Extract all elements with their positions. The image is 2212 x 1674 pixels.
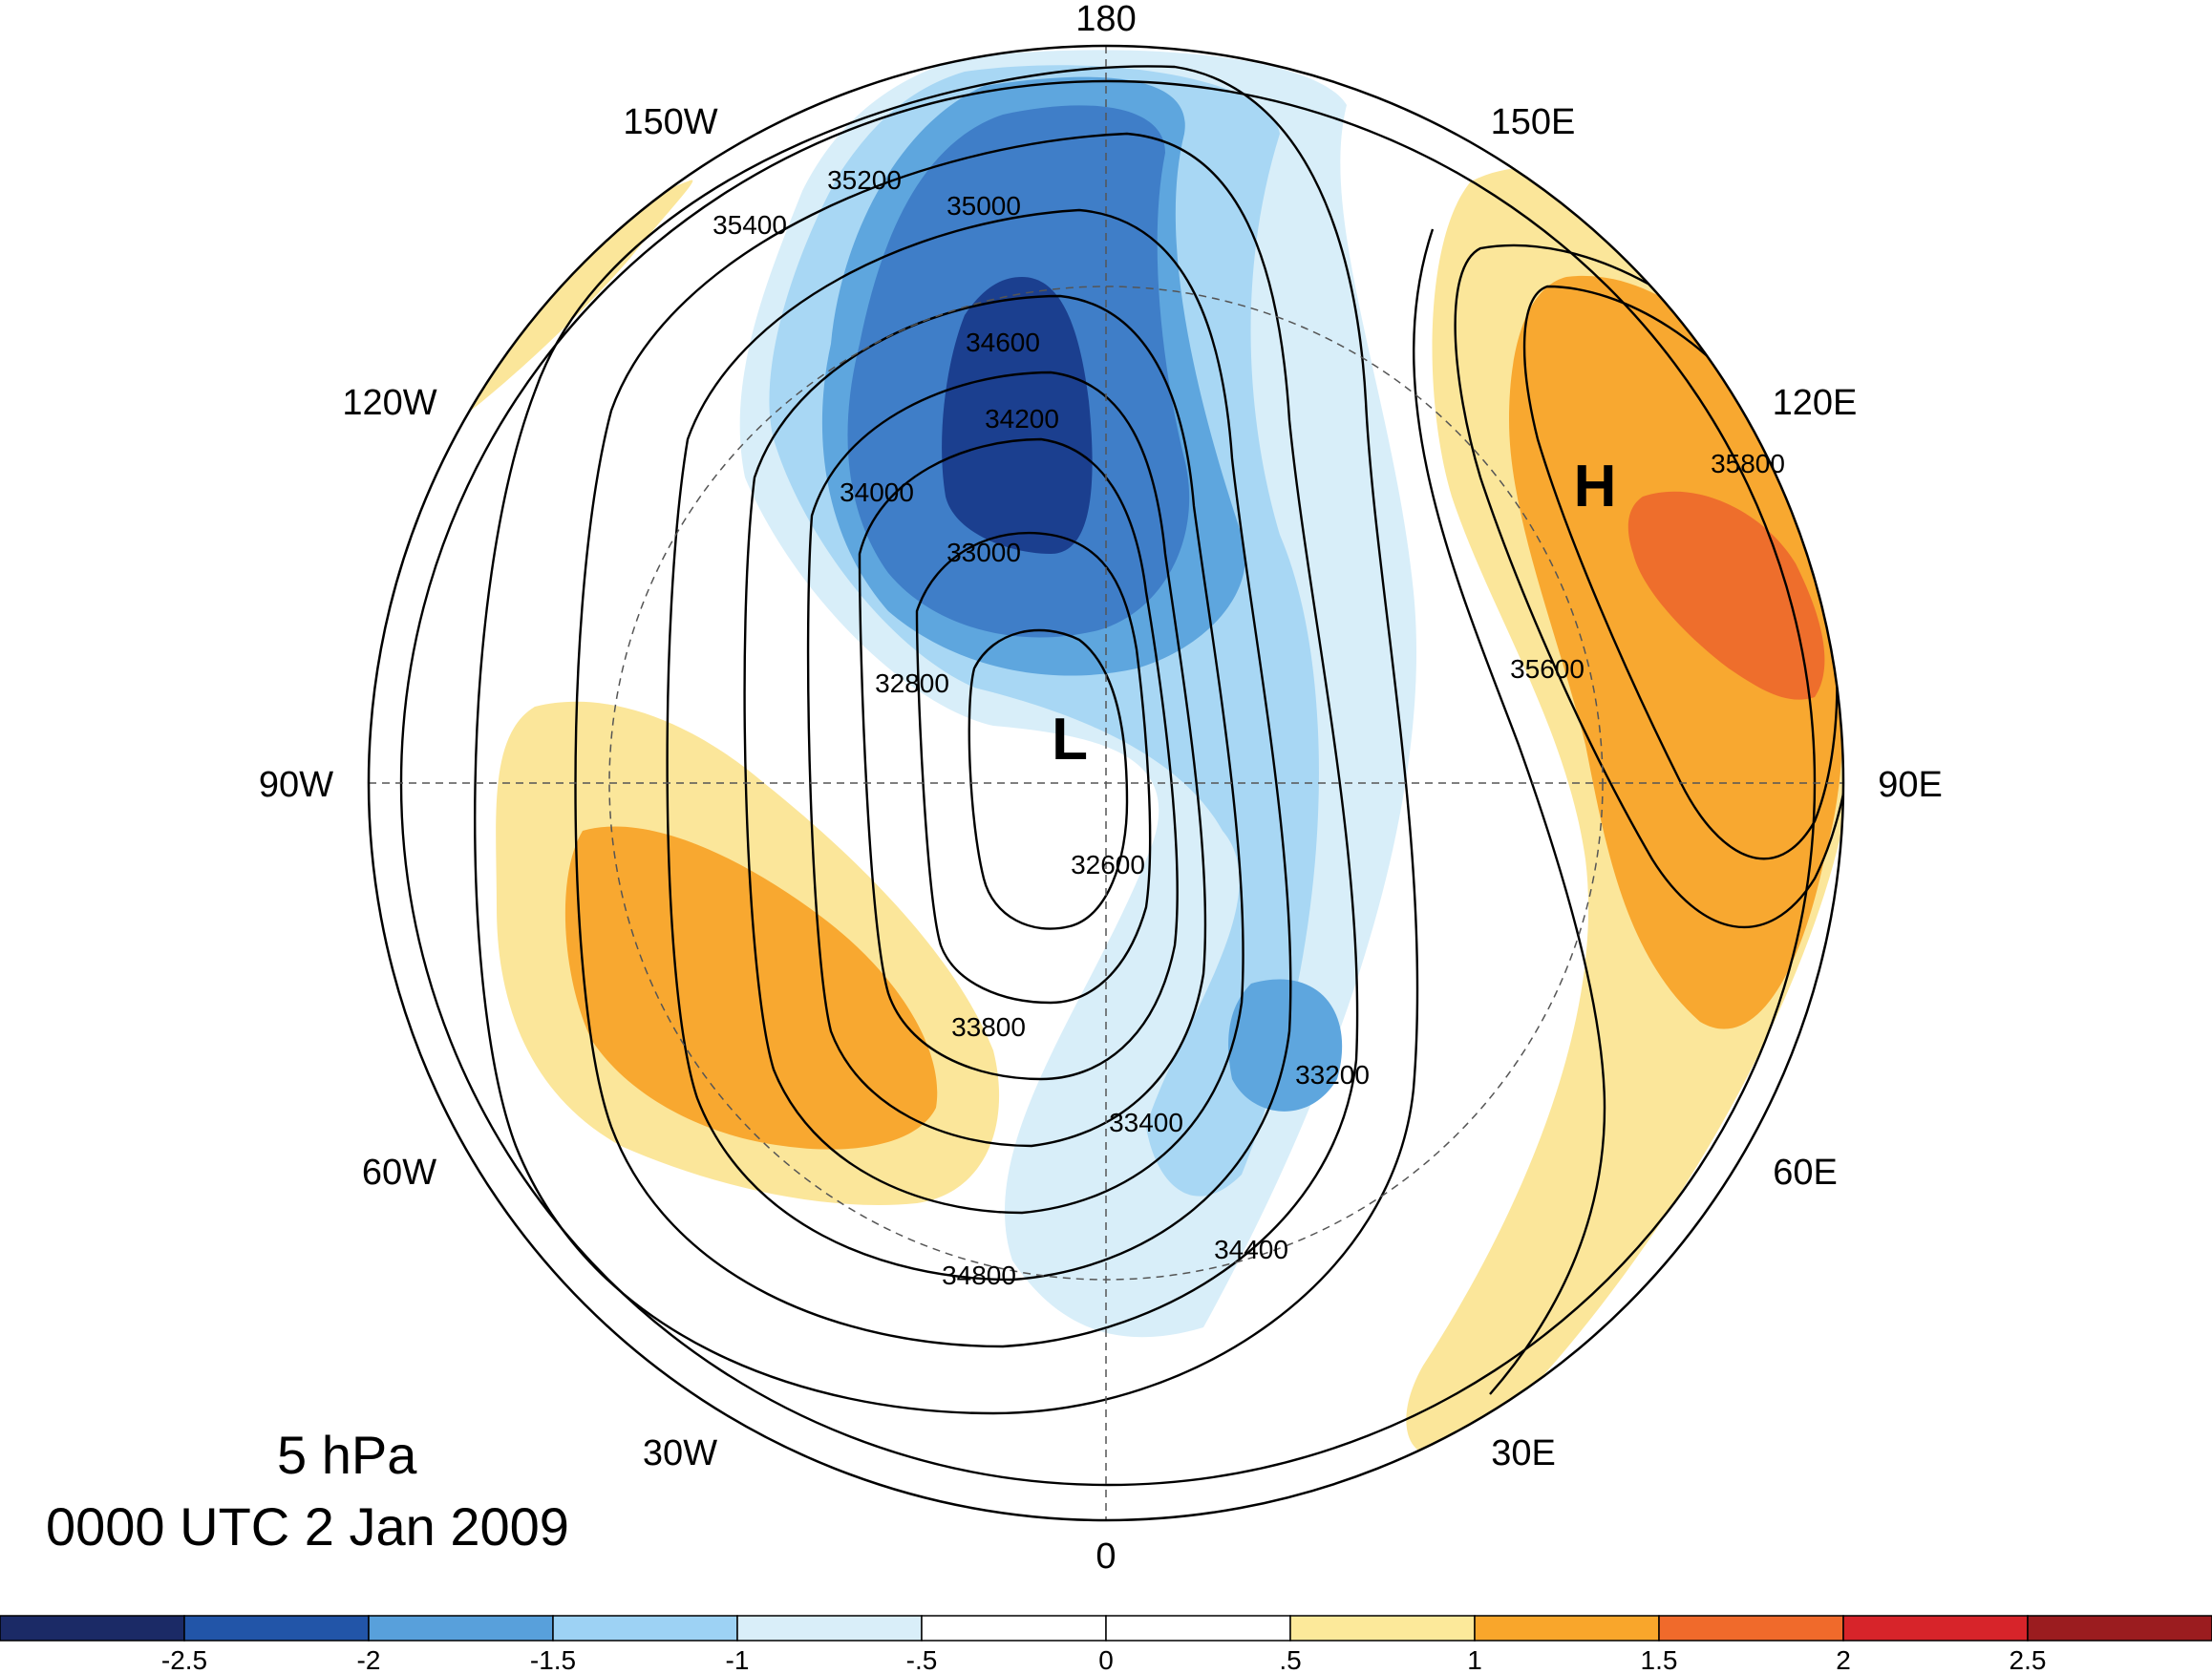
contour-line <box>574 132 1359 1348</box>
colorbar-box <box>552 1615 738 1642</box>
lon-label-90e: 90E <box>1878 765 1943 805</box>
lon-label-90w: 90W <box>259 765 333 805</box>
contour-label: 35800 <box>1711 449 1785 478</box>
colorbar-box <box>921 1615 1107 1642</box>
colorbar-box <box>1474 1615 1660 1642</box>
pressure-level-title: 5 hPa <box>277 1425 417 1485</box>
contour-line <box>743 294 1244 1215</box>
colorbar-box <box>1658 1615 1844 1642</box>
lon-label-60e: 60E <box>1773 1153 1838 1193</box>
contour-line <box>806 371 1207 1148</box>
lon-label-30w: 30W <box>643 1433 717 1473</box>
shade-pos-15-right <box>1627 491 1825 700</box>
colorbar-boxes <box>0 1615 2212 1642</box>
anomaly-shading <box>453 50 1843 1456</box>
latitude-circle <box>608 286 1604 1281</box>
lon-label-150w: 150W <box>623 102 717 142</box>
colorbar-box <box>183 1615 370 1642</box>
colorbar-tick-label: 0 <box>1098 1645 1114 1674</box>
polar-stereographic-map: 180 150E 120E 90E 60E 30E 0 30W 60W 90W … <box>259 0 1943 1577</box>
contour-label: 34600 <box>966 328 1040 357</box>
lon-label-120w: 120W <box>342 383 436 423</box>
colorbar-box <box>736 1615 923 1642</box>
colorbar-tick-label: -1.5 <box>530 1645 576 1674</box>
colorbar-box <box>1289 1615 1476 1642</box>
colorbar-tick-label: -2 <box>357 1645 381 1674</box>
colorbar-tick-label: 2.5 <box>2010 1645 2047 1674</box>
colorbar-tick-label: 2 <box>1836 1645 1851 1674</box>
shade-pos-05-pacific <box>453 180 693 420</box>
colorbar-tick-label: -2.5 <box>161 1645 207 1674</box>
colorbar-box <box>1105 1615 1291 1642</box>
contour-line <box>666 208 1292 1282</box>
contour-line <box>1413 228 1606 1395</box>
contour-label: 33800 <box>951 1012 1026 1042</box>
lon-label-30e: 30E <box>1491 1433 1556 1473</box>
colorbar-ticks: -2.5 -2 -1.5 -1 -.5 0 .5 1 1.5 2 2.5 <box>161 1645 2047 1674</box>
contour-label: 34400 <box>1214 1235 1288 1264</box>
colorbar-box <box>368 1615 554 1642</box>
low-center-label: L <box>1052 707 1088 773</box>
colorbar-box <box>0 1615 185 1642</box>
colorbar-tick-label: 1 <box>1467 1645 1482 1674</box>
contour-label: 35200 <box>827 165 902 195</box>
colorbar-tick-label: -1 <box>726 1645 750 1674</box>
contour-line <box>915 531 1152 1005</box>
contour-label: 34200 <box>985 404 1059 434</box>
contour-label: 35600 <box>1510 654 1585 684</box>
pressure-centers: L H <box>1052 454 1616 773</box>
colorbar-tick-label: 1.5 <box>1641 1645 1678 1674</box>
map-boundary <box>367 44 1845 1522</box>
contour-labels: 32600 32800 33000 33200 33400 33800 3400… <box>713 165 1785 1290</box>
contour-label: 33000 <box>946 538 1021 567</box>
graticule <box>369 46 1843 1520</box>
shade-pos-1-right <box>1509 275 1843 1029</box>
colorbar-box <box>1842 1615 2029 1642</box>
lon-label-180: 180 <box>1075 0 1136 39</box>
shade-neg-25 <box>942 277 1093 554</box>
contour-label: 35400 <box>713 210 787 240</box>
longitude-labels: 180 150E 120E 90E 60E 30E 0 30W 60W 90W … <box>259 0 1943 1577</box>
shade-pos-1-left <box>564 826 938 1150</box>
shade-neg-15b <box>1228 979 1343 1112</box>
colorbar-box <box>2027 1615 2212 1642</box>
contour-label: 34000 <box>840 477 914 507</box>
contour-label: 33200 <box>1295 1060 1370 1090</box>
lon-label-0: 0 <box>1095 1536 1116 1577</box>
lon-label-150e: 150E <box>1491 102 1576 142</box>
colorbar-tick-label: .5 <box>1279 1645 1301 1674</box>
contour-label: 32600 <box>1071 850 1145 879</box>
colorbar: -2.5 -2 -1.5 -1 -.5 0 .5 1 1.5 2 2.5 <box>0 1615 2212 1674</box>
colorbar-tick-label: -.5 <box>906 1645 938 1674</box>
contour-line <box>474 65 1419 1415</box>
lon-label-120e: 120E <box>1773 383 1858 423</box>
valid-time-title: 0000 UTC 2 Jan 2009 <box>46 1496 569 1557</box>
contour-label: 32800 <box>875 668 949 698</box>
high-center-label: H <box>1574 454 1617 519</box>
contour-label: 33400 <box>1109 1108 1183 1137</box>
contour-line <box>858 437 1179 1081</box>
contour-label: 35000 <box>946 191 1021 221</box>
contour-line <box>968 628 1129 930</box>
contour-label: 34800 <box>942 1261 1016 1290</box>
lon-label-60w: 60W <box>362 1153 436 1193</box>
